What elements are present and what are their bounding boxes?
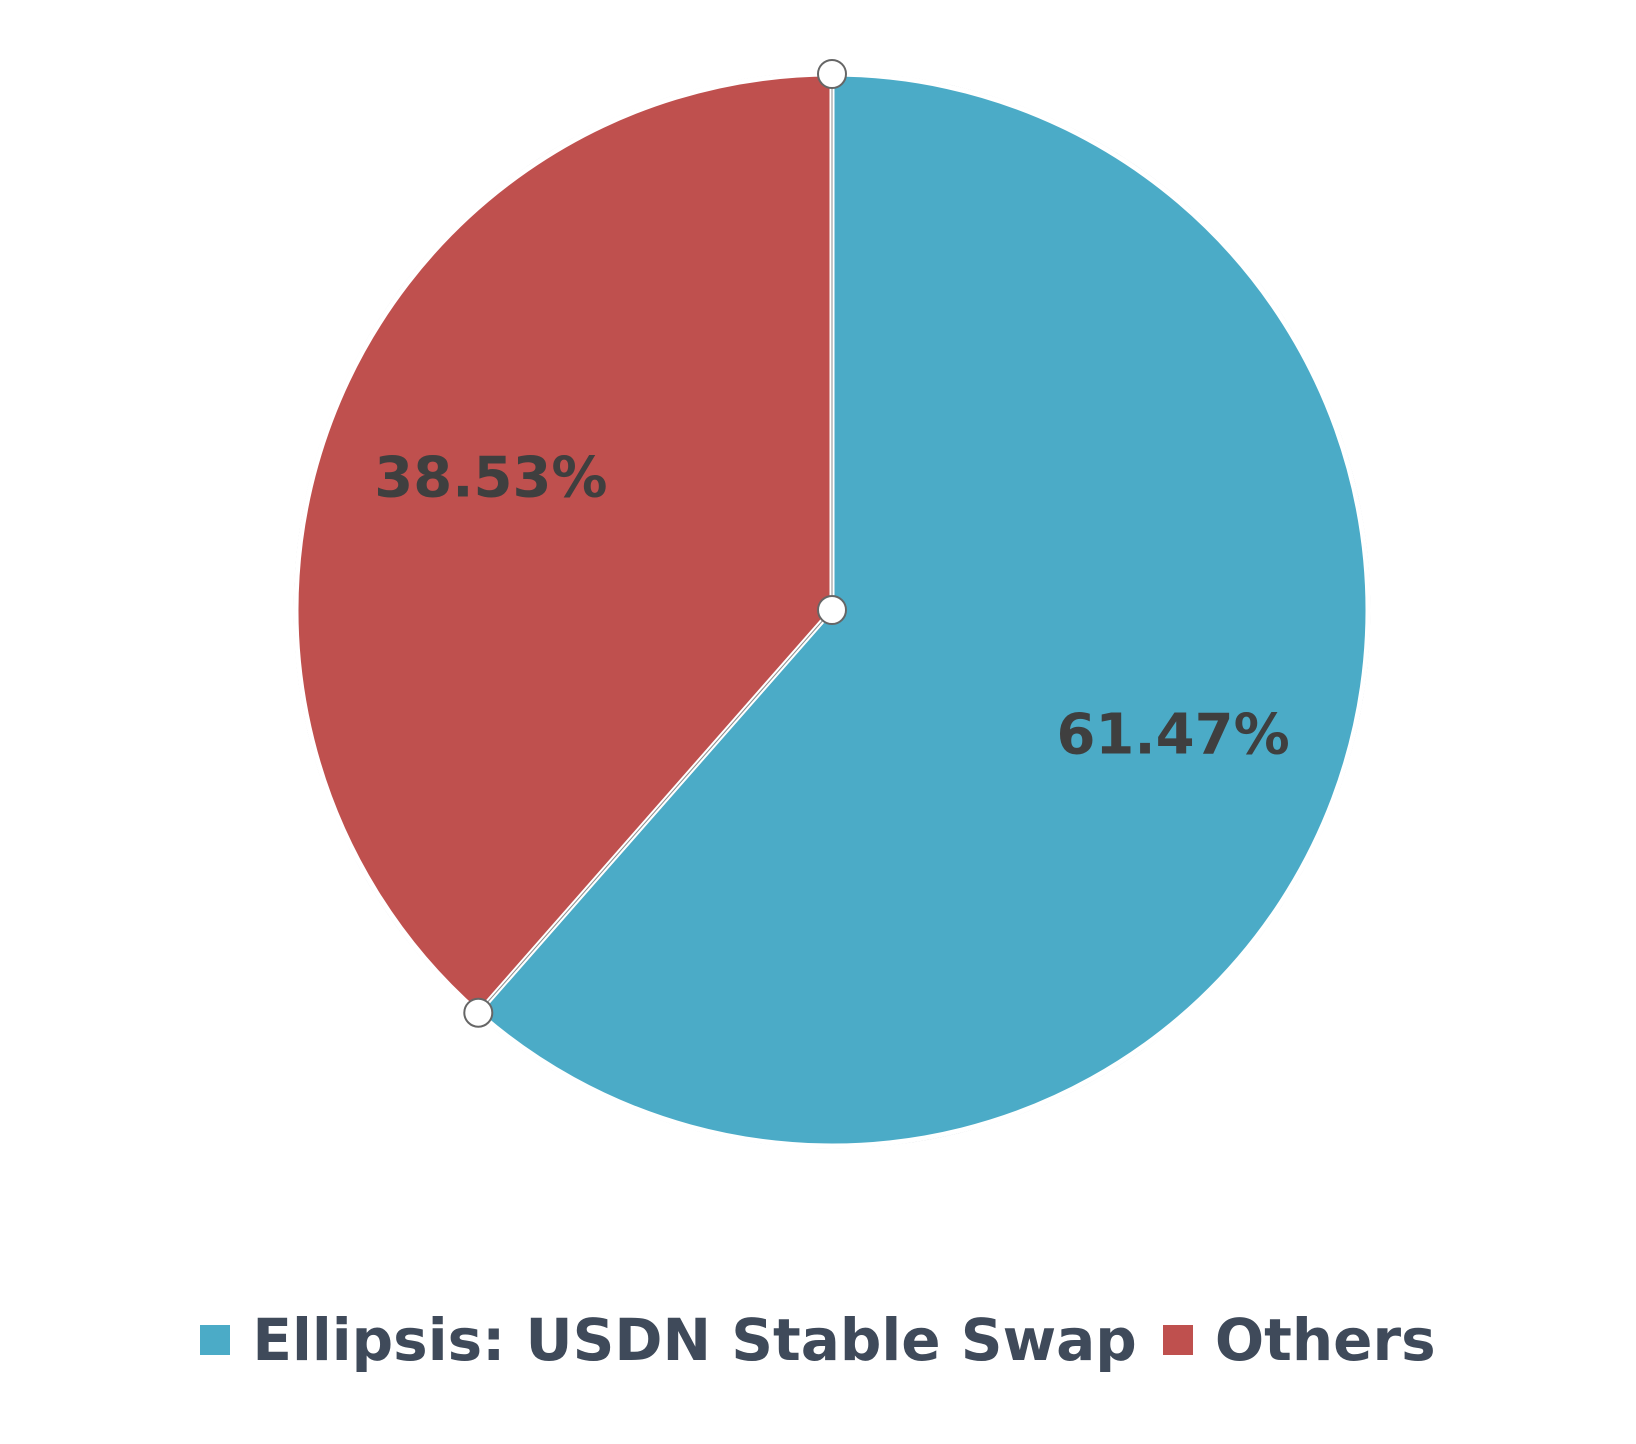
slices <box>293 71 1371 1149</box>
selection-handles <box>463 59 847 1028</box>
legend-swatch-others <box>1162 1325 1193 1355</box>
legend-item-ellipsis[interactable]: Ellipsis: USDN Stable Swap <box>200 1306 1137 1374</box>
slice-label-others: 38.53% <box>374 446 607 511</box>
slice-label-ellipsis: 61.47% <box>1056 703 1289 768</box>
slice-labels: 61.47% 38.53% <box>374 446 1289 768</box>
pie-slice-ellipsis[interactable] <box>475 71 1371 1149</box>
pie-slice-others[interactable] <box>293 71 835 1016</box>
edge-handle[interactable] <box>817 59 847 89</box>
legend-label-others: Others <box>1214 1306 1436 1374</box>
slice-edge-line <box>477 609 833 1014</box>
legend: Ellipsis: USDN Stable Swap Others <box>0 1306 1636 1374</box>
legend-swatch-ellipsis <box>200 1325 231 1355</box>
legend-item-others[interactable]: Others <box>1162 1306 1436 1374</box>
center-handle[interactable] <box>817 595 847 625</box>
edge-handle[interactable] <box>463 997 494 1028</box>
legend-label-ellipsis: Ellipsis: USDN Stable Swap <box>252 1306 1137 1374</box>
